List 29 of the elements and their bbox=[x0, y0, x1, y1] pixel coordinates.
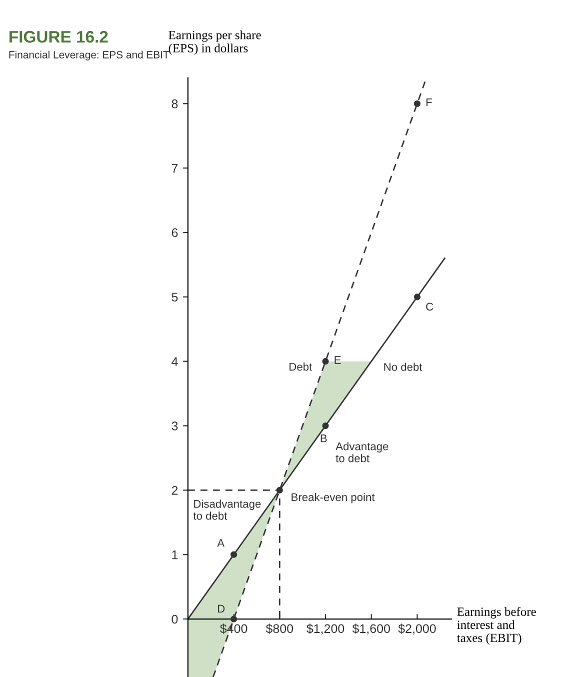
x-axis-title: Earnings before interest and taxes (EBIT) bbox=[457, 607, 536, 645]
y-tick-label: 1 bbox=[172, 550, 178, 560]
y-tick-label: 5 bbox=[172, 292, 178, 302]
series-label: Advantage to debt bbox=[336, 442, 388, 462]
series-label: Debt bbox=[290, 362, 312, 371]
data-label: Break-even point bbox=[292, 492, 375, 504]
data-label: F bbox=[426, 98, 432, 106]
series-label: Disadvantage to debt bbox=[193, 500, 261, 520]
data-label: C bbox=[426, 302, 434, 311]
data-label: B bbox=[320, 434, 327, 442]
y-tick-label: 3 bbox=[172, 422, 178, 430]
x-tick-label: $1,200 bbox=[306, 624, 344, 635]
y-tick-label: 4 bbox=[172, 357, 178, 366]
y-tick-label: 7 bbox=[172, 164, 178, 173]
y-tick-label: 2 bbox=[172, 486, 178, 495]
y-tick-label: 6 bbox=[172, 228, 178, 238]
y-tick-label: 0 bbox=[172, 614, 178, 624]
x-tick-label: $2,000 bbox=[398, 624, 436, 635]
chart-title: FIGURE 16.2 bbox=[10, 30, 108, 43]
x-tick-label: $400 bbox=[220, 624, 248, 634]
data-label: E bbox=[334, 356, 341, 364]
x-tick-label: $1,600 bbox=[352, 624, 390, 635]
x-tick-label: $800 bbox=[266, 624, 294, 634]
data-label: D bbox=[218, 604, 225, 613]
y-axis-title: Earnings per share (EPS) in dollars bbox=[168, 30, 261, 55]
data-label: A bbox=[217, 539, 225, 547]
series-label: No debt bbox=[384, 362, 422, 371]
text: Financial Leverage: EPS and EBIT bbox=[9, 50, 170, 60]
y-tick-label: 8 bbox=[172, 99, 178, 108]
